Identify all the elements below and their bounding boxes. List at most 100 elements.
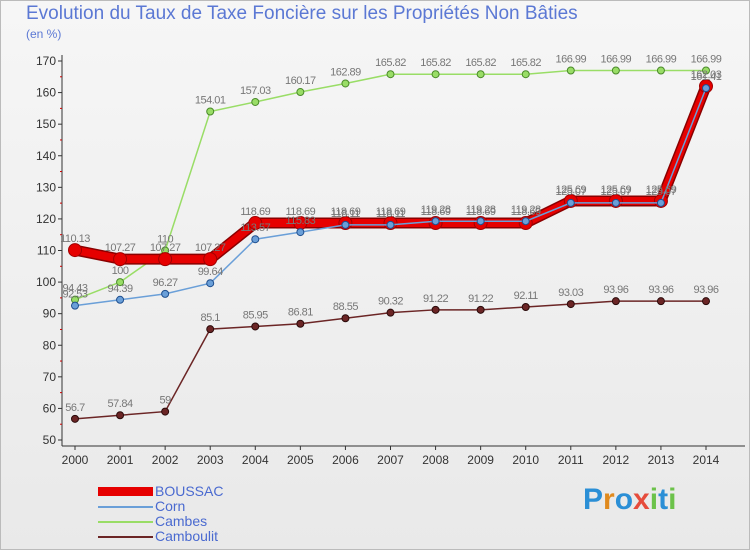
logo-letter: P: [583, 483, 604, 516]
x-tick-label: 2007: [377, 453, 404, 467]
data-label-corn: 113.57: [240, 222, 270, 234]
data-label-camboulit: 88.55: [333, 301, 358, 313]
data-point-corn: [251, 235, 260, 244]
data-label-corn: 118.11: [376, 208, 405, 220]
data-label-boussac: 125.69: [555, 184, 586, 196]
data-label-boussac: 118.69: [240, 206, 270, 218]
data-label-camboulit: 91.22: [468, 293, 493, 305]
legend-label: Corn: [155, 498, 186, 514]
data-label-corn: 99.64: [198, 266, 223, 278]
legend-swatch: [98, 536, 153, 538]
data-point-cambes: [566, 66, 575, 75]
data-point-corn: [386, 220, 395, 229]
data-label-boussac: 118.69: [466, 206, 496, 218]
data-label-layer: 94.43 100 110 154.01 157.03 160.17 162.89 165.8…: [60, 54, 722, 414]
data-label-cambes: 165.82: [375, 57, 406, 69]
legend-label: Cambes: [155, 513, 208, 529]
data-point-camboulit: [386, 308, 395, 317]
data-label-cambes: 165.82: [420, 57, 451, 69]
axes: 50 60 70 80 90 100 110 120 130 140 150 160 170 2000 20…: [36, 54, 745, 467]
y-tick-label: 130: [36, 180, 56, 194]
y-tick-label: 50: [43, 433, 57, 447]
x-tick-label: 2008: [422, 453, 449, 467]
y-tick-label: 90: [43, 307, 57, 321]
data-label-camboulit: 90.32: [378, 296, 403, 308]
data-label-boussac: 162.03: [691, 69, 722, 81]
legend-label: BOUSSAC: [155, 483, 224, 499]
data-label-boussac: 118.69: [285, 206, 315, 218]
data-label-camboulit: 92.11: [514, 290, 539, 302]
y-tick-label: 70: [43, 370, 57, 384]
logo-letter: i: [649, 483, 659, 516]
data-point-corn: [431, 217, 440, 226]
data-point-camboulit: [521, 303, 530, 312]
x-tick-label: 2011: [558, 453, 584, 467]
data-point-corn: [611, 198, 620, 207]
x-tick-label: 2009: [467, 453, 494, 467]
data-point-boussac: [113, 252, 128, 267]
data-point-camboulit: [71, 414, 79, 423]
data-point-cambes: [521, 70, 530, 79]
data-point-cambes: [206, 107, 215, 116]
data-label-corn: 119.28: [511, 204, 541, 216]
data-label-cambes: 160.17: [285, 75, 316, 87]
data-label-corn: 96.27: [153, 277, 178, 289]
data-label-cambes: 94.43: [62, 283, 87, 295]
data-label-boussac: 125.69: [646, 184, 677, 196]
data-point-camboulit: [116, 411, 125, 420]
data-point-boussac: [158, 252, 173, 267]
data-point-cambes: [702, 66, 710, 75]
data-label-cambes: 166.99: [691, 54, 722, 66]
chart-title: Evolution du Taux de Taxe Foncière sur l…: [26, 3, 578, 24]
data-label-boussac: 110.13: [60, 233, 90, 245]
data-label-corn: 92.53: [62, 289, 87, 301]
data-point-camboulit: [296, 319, 305, 328]
data-label-boussac: 118.69: [331, 206, 361, 218]
data-point-boussac: [248, 216, 263, 231]
data-label-cambes: 166.99: [646, 54, 677, 66]
data-point-cambes: [251, 97, 260, 106]
x-tick-label: 2006: [332, 453, 359, 467]
data-point-camboulit: [341, 314, 350, 323]
data-label-camboulit: 91.22: [423, 293, 448, 305]
data-label-corn: 119.28: [421, 204, 451, 216]
data-point-camboulit: [702, 297, 710, 306]
data-point-camboulit: [656, 297, 665, 306]
data-label-camboulit: 93.03: [558, 287, 583, 299]
data-label-cambes: 165.82: [465, 57, 496, 69]
data-point-camboulit: [251, 322, 260, 331]
data-label-boussac: 118.69: [511, 206, 541, 218]
x-tick-label: 2013: [648, 453, 675, 467]
data-label-cambes: 166.99: [601, 54, 632, 66]
data-label-cambes: 157.03: [240, 85, 271, 97]
data-point-cambes: [296, 88, 305, 97]
data-point-corn: [206, 279, 215, 288]
data-point-cambes: [116, 278, 125, 287]
data-point-corn: [476, 217, 485, 226]
data-label-corn: 119.28: [466, 204, 496, 216]
data-label-boussac: 107.27: [150, 242, 181, 254]
x-tick-label: 2003: [197, 453, 224, 467]
data-point-camboulit: [566, 300, 575, 309]
series-camboulit: [71, 297, 710, 423]
data-label-camboulit: 86.81: [288, 307, 313, 319]
data-point-corn: [116, 295, 125, 304]
y-tick-label: 170: [36, 54, 56, 68]
data-point-camboulit: [611, 297, 620, 306]
y-tick-label: 60: [43, 401, 57, 415]
x-tick-label: 2014: [693, 453, 720, 467]
data-label-boussac: 118.69: [421, 206, 451, 218]
logo-letter: t: [658, 483, 669, 516]
data-label-camboulit: 85.95: [243, 309, 268, 321]
data-label-corn: 125.07: [555, 186, 586, 198]
y-tick-label: 120: [36, 212, 56, 226]
data-label-camboulit: 59: [160, 395, 172, 407]
data-point-corn: [521, 217, 530, 226]
data-label-cambes: 100: [112, 265, 129, 277]
data-label-camboulit: 56.7: [65, 402, 85, 414]
data-label-cambes: 162.89: [330, 66, 361, 78]
y-axis-unit-label: (en %): [26, 27, 62, 41]
series-layer: [68, 66, 713, 423]
